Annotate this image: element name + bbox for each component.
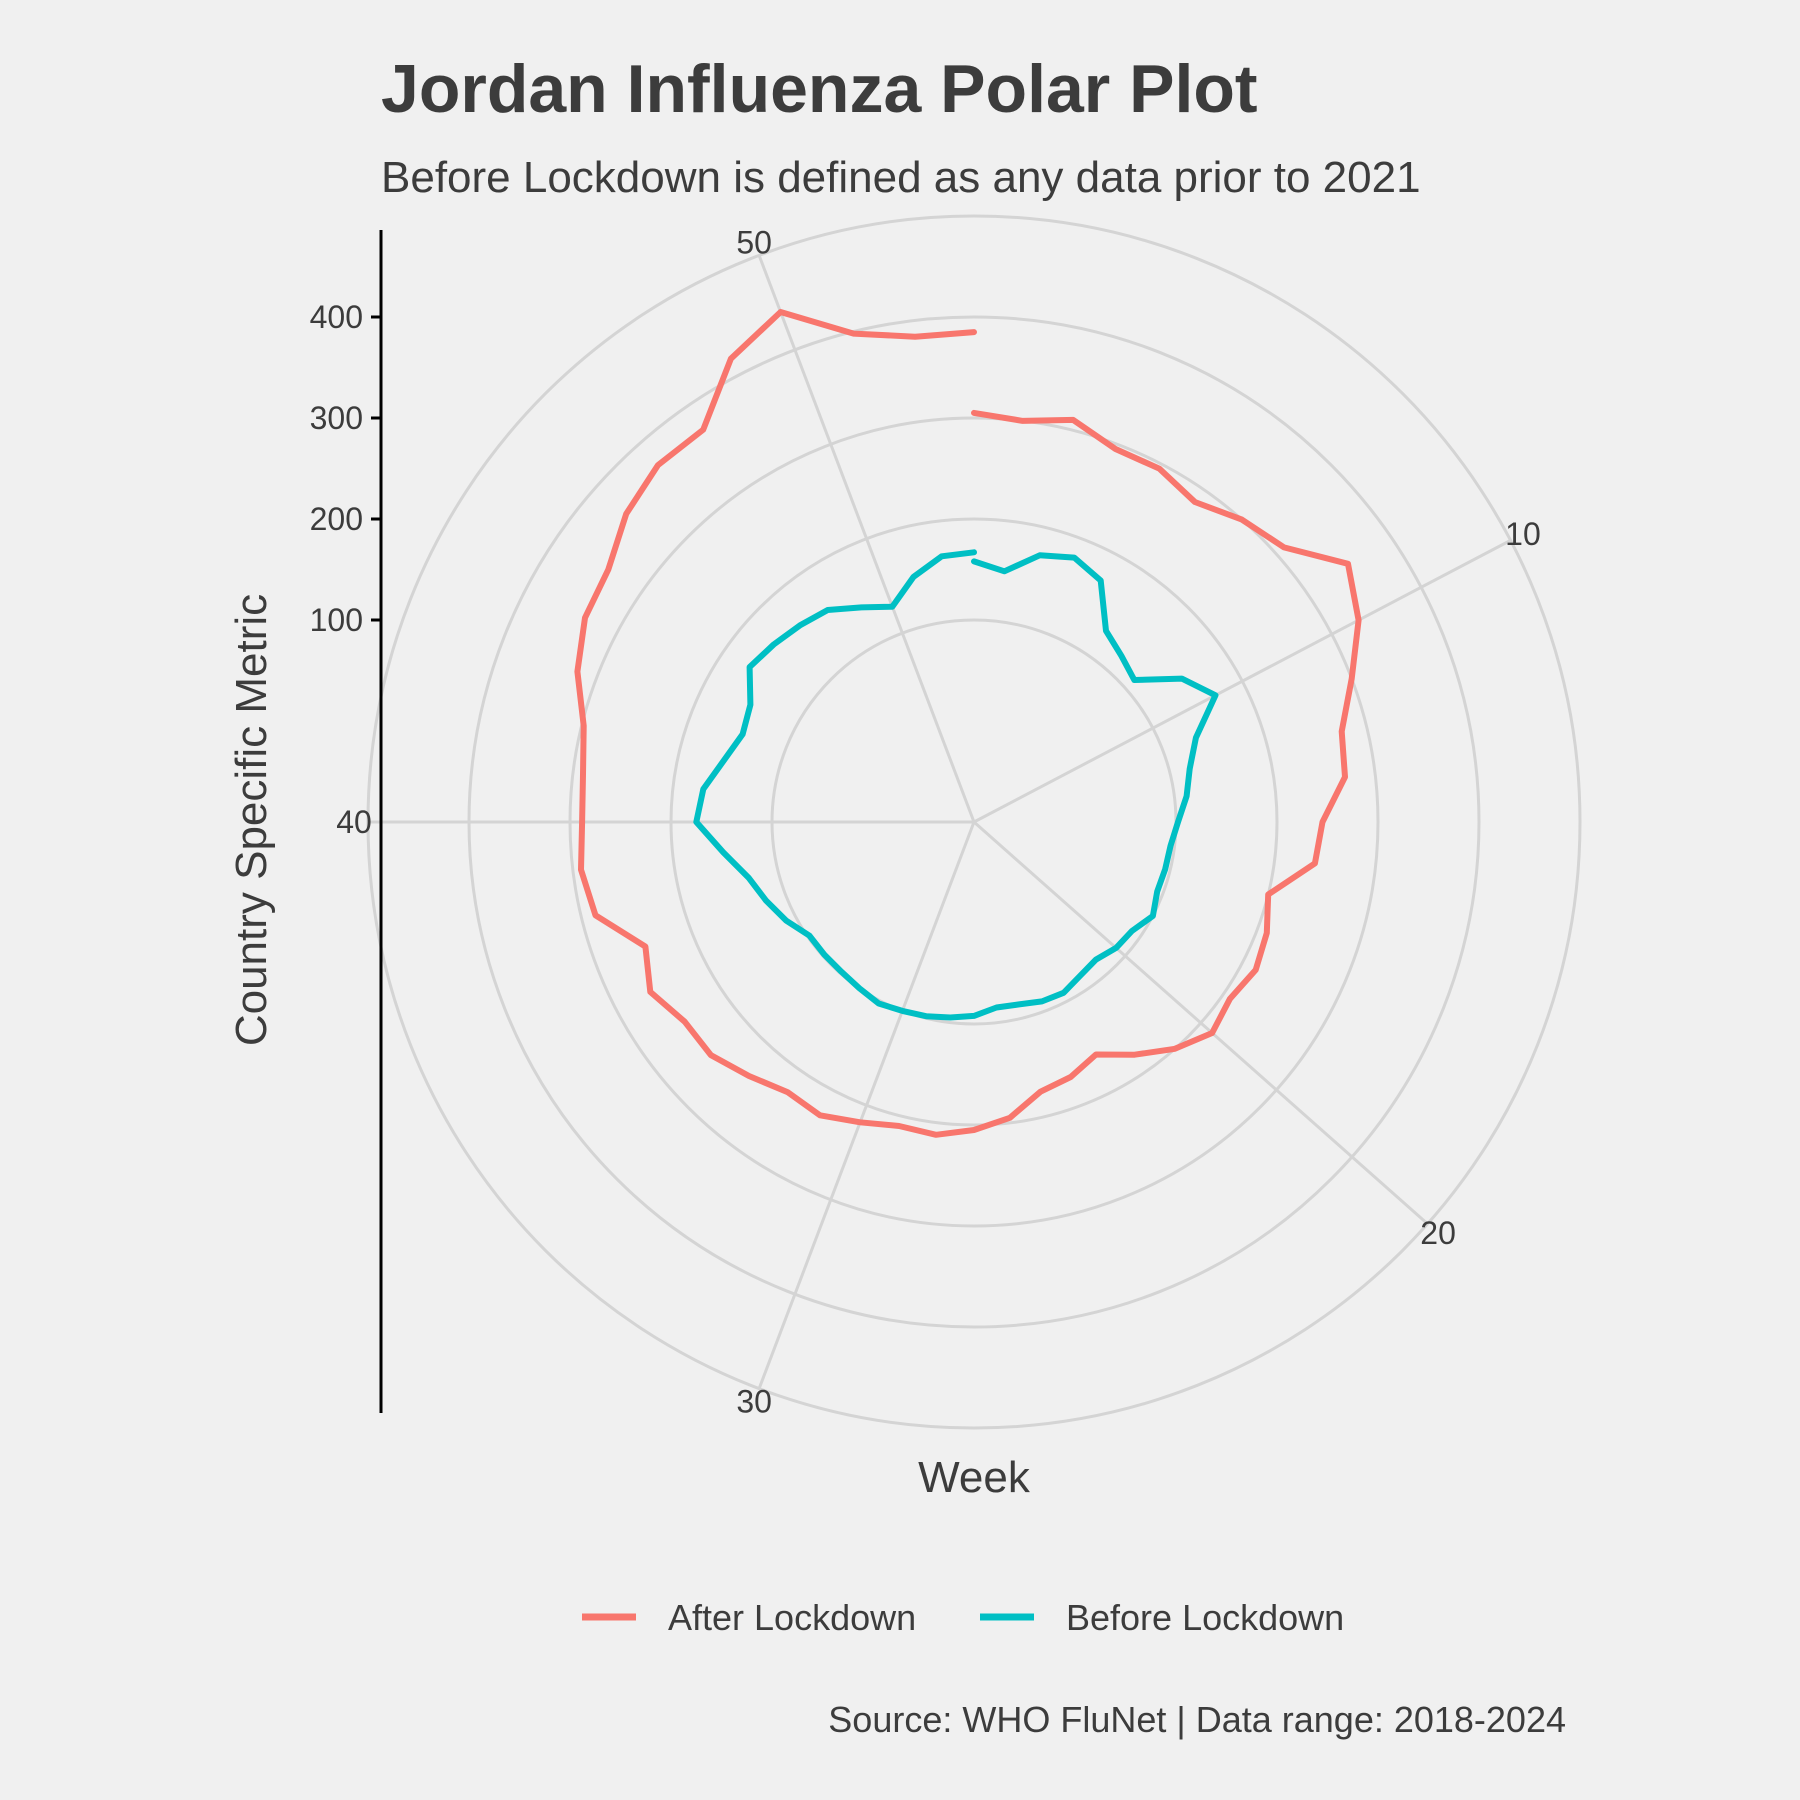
- week-tick-labels: 10 20 30 40 50: [336, 224, 1541, 1419]
- y-tick-label: 400: [310, 299, 363, 335]
- x-axis-title: Week: [918, 1453, 1031, 1502]
- series-before-lockdown: [693, 549, 1219, 1021]
- chart-subtitle: Before Lockdown is defined as any data p…: [381, 153, 1421, 202]
- chart-title: Jordan Influenza Polar Plot: [381, 51, 1258, 127]
- x-tick-label: 30: [736, 1384, 772, 1420]
- grid-spoke: [973, 820, 1429, 1225]
- legend: After Lockdown Before Lockdown: [582, 1597, 1344, 1638]
- grid-spoke: [757, 821, 976, 1390]
- grid-spoke: [757, 254, 976, 823]
- grid-spoke: [973, 539, 1512, 824]
- series-line: [574, 309, 1362, 1138]
- x-tick-label: 10: [1505, 516, 1541, 552]
- series-lines: [574, 309, 1362, 1138]
- legend-label-after-lockdown: After Lockdown: [668, 1597, 916, 1638]
- y-tick-label: 200: [310, 501, 363, 537]
- y-axis-title: Country Specific Metric: [227, 594, 276, 1046]
- y-axis-ticks: 100 200 300 400: [310, 299, 381, 638]
- y-tick-label: 100: [310, 602, 363, 638]
- legend-label-before-lockdown: Before Lockdown: [1066, 1597, 1344, 1638]
- x-tick-label: 40: [336, 804, 372, 840]
- series-after-lockdown: [574, 309, 1362, 1138]
- x-tick-label: 20: [1420, 1215, 1456, 1251]
- angular-gridlines: [368, 254, 1512, 1390]
- y-tick-label: 300: [310, 400, 363, 436]
- x-tick-label: 50: [736, 224, 772, 260]
- chart-caption: Source: WHO FluNet | Data range: 2018-20…: [828, 1699, 1566, 1740]
